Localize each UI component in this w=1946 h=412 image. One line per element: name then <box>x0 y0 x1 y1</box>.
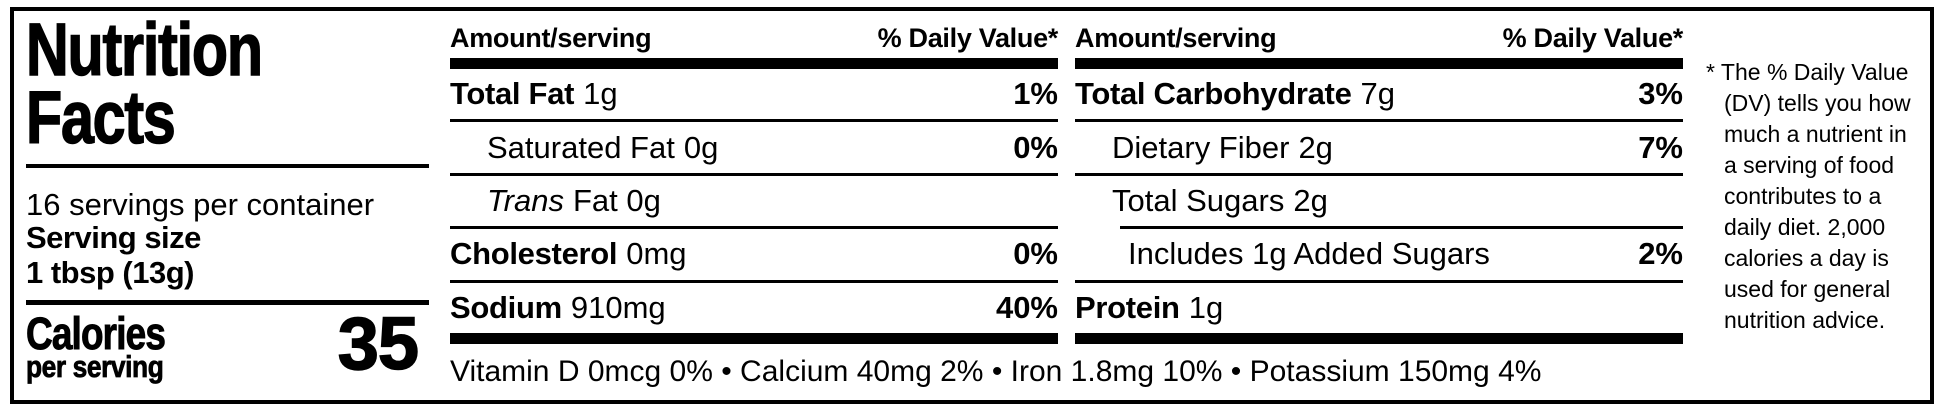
nutrient-row: Cholesterol 0mg 0% <box>450 229 1058 279</box>
nutrient-row: Sodium 910mg 40% <box>450 283 1058 333</box>
nutrient-amount: 2g <box>1293 183 1328 219</box>
nutrient-name: Total Fat <box>450 76 575 112</box>
nutrient-amount: 7g <box>1360 76 1395 112</box>
row-divider-rule <box>450 119 1058 123</box>
row-divider-rule <box>450 226 1058 230</box>
label-title-line2: Facts <box>25 76 176 159</box>
nutrient-daily-value: 2% <box>1638 236 1683 272</box>
thick-divider-bar <box>450 333 1058 344</box>
nutrient-row: Includes 1g Added Sugars 2% <box>1075 229 1683 279</box>
nutrient-rows: Total Fat 1g 1% Saturated Fat 0g 0% Trans Fat 0… <box>450 69 1058 333</box>
nutrient-row: Dietary Fiber 2g 7% <box>1075 122 1683 172</box>
nutrient-row: Total Fat 1g 1% <box>450 69 1058 119</box>
column-header: Amount/serving % Daily Value* <box>1075 23 1683 54</box>
nutrient-daily-value: 7% <box>1638 129 1683 165</box>
calories-sublabel: per serving <box>26 349 164 384</box>
nutrient-row: Total Sugars 2g <box>1075 176 1683 226</box>
row-divider-rule <box>1075 279 1683 283</box>
nutrient-amount: 910mg <box>570 289 666 325</box>
serving-divider-rule <box>26 300 429 305</box>
nutrient-amount: 1g <box>1188 289 1224 325</box>
thick-divider-bar <box>1075 333 1683 344</box>
nutrient-amount: 0g <box>683 129 719 165</box>
nutrient-column-left: Amount/serving % Daily Value* Total Fat 1g 1… <box>450 11 1058 400</box>
column-header-amount-serving: Amount/serving <box>1075 23 1277 53</box>
title-divider-rule <box>26 164 429 168</box>
thick-divider-bar <box>1075 58 1683 69</box>
micronutrients-line: Vitamin D 0mcg 0% • Calcium 40mg 2% • Ir… <box>450 355 1542 388</box>
thick-divider-bar <box>450 58 1058 69</box>
nutrient-name: Sodium <box>450 289 562 325</box>
nutrient-amount: 1g <box>583 76 618 112</box>
row-divider-rule <box>1120 226 1683 230</box>
column-header-daily-value: % Daily Value* <box>1502 23 1684 53</box>
column-header-daily-value: % Daily Value* <box>877 23 1059 53</box>
nutrient-rows: Total Carbohydrate 7g 3% Dietary Fiber 2g 7% T… <box>1075 69 1683 333</box>
daily-value-footnote: * The % Daily Value (DV) tells you how m… <box>1706 59 1911 333</box>
nutrient-name: Dietary Fiber <box>1112 129 1290 165</box>
nutrition-facts-label: Nutrition Facts 16 servings per containe… <box>10 7 1934 404</box>
nutrient-daily-value: 40% <box>995 289 1058 325</box>
nutrient-row: Trans Fat 0g <box>450 176 1058 226</box>
nutrient-name: Includes 1g Added Sugars <box>1128 236 1490 272</box>
row-divider-rule <box>450 279 1058 283</box>
nutrient-name: Cholesterol <box>450 236 618 272</box>
column-header-amount-serving: Amount/serving <box>450 23 652 53</box>
nutrient-row: Protein 1g <box>1075 283 1683 333</box>
row-divider-rule <box>450 172 1058 176</box>
servings-per-container: 16 servings per container <box>26 187 375 222</box>
nutrient-row: Saturated Fat 0g 0% <box>450 122 1058 172</box>
serving-size-value: 1 tbsp (13g) <box>26 255 194 290</box>
nutrient-daily-value: 3% <box>1638 76 1683 112</box>
label-title-line1: Nutrition <box>25 8 263 91</box>
nutrient-name: Trans <box>487 183 564 219</box>
nutrient-amount: 0mg <box>626 236 687 272</box>
calories-label: Calories <box>26 308 167 359</box>
calories-value: 35 <box>337 302 420 385</box>
nutrient-row: Total Carbohydrate 7g 3% <box>1075 69 1683 119</box>
nutrient-daily-value: 0% <box>1013 129 1058 165</box>
nutrient-name: Saturated Fat <box>487 129 675 165</box>
row-divider-rule <box>1075 119 1683 123</box>
column-header: Amount/serving % Daily Value* <box>450 23 1058 54</box>
serving-size-label: Serving size <box>26 220 201 255</box>
nutrient-amount: Fat 0g <box>572 183 661 219</box>
nutrient-daily-value: 1% <box>1013 76 1058 112</box>
nutrient-name: Total Sugars <box>1112 183 1285 219</box>
nutrient-name: Total Carbohydrate <box>1075 76 1352 112</box>
nutrient-amount: 2g <box>1298 129 1333 165</box>
nutrient-column-right: Amount/serving % Daily Value* Total Carboh… <box>1075 11 1683 400</box>
row-divider-rule <box>1075 172 1683 176</box>
nutrient-daily-value: 0% <box>1013 236 1058 272</box>
nutrient-name: Protein <box>1075 289 1180 325</box>
